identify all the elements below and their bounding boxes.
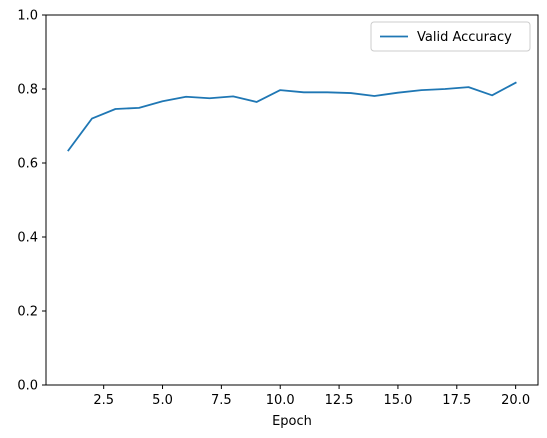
x-tick-label: 17.5	[442, 393, 471, 408]
y-tick-label: 1.0	[17, 9, 38, 24]
plot-area	[67, 81, 517, 152]
x-tick-label: 5.0	[152, 393, 173, 408]
series-line-0	[67, 81, 517, 152]
axes: 2.5 5.0 7.5 10.0 12.5 15.0 17.5 20.0 0.0 0.2 0.4 0.…	[17, 9, 539, 429]
legend: Valid Accuracy	[370, 21, 531, 52]
y-tick-label: 0.6	[17, 157, 38, 172]
legend-box	[370, 21, 531, 52]
y-tick-label: 0.4	[17, 231, 38, 246]
y-tick-label: 0.2	[17, 305, 38, 320]
x-tick-label: 20.0	[501, 393, 530, 408]
y-tick-label: 0.0	[17, 379, 38, 394]
x-tick-label: 2.5	[93, 393, 114, 408]
x-axis-label: Epoch	[272, 414, 312, 429]
x-tick-label: 7.5	[211, 393, 232, 408]
x-tick-label: 10.0	[266, 393, 295, 408]
axes-frame	[45, 14, 539, 386]
x-tick-label: 15.0	[383, 393, 412, 408]
x-tick-label: 12.5	[325, 393, 354, 408]
y-tick-label: 0.8	[17, 83, 38, 98]
legend-label: Valid Accuracy	[417, 30, 512, 45]
